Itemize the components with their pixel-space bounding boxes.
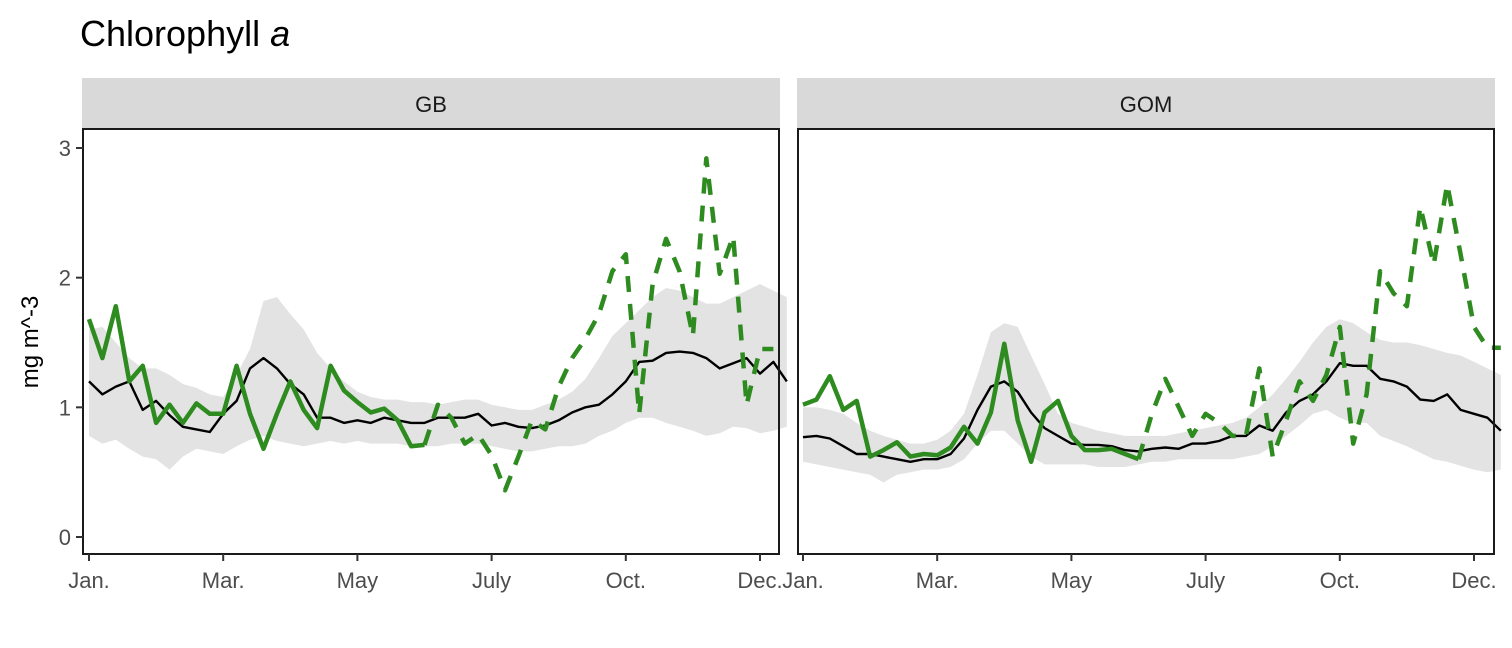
panel-gb: GB Jan. Mar. May July Oct. Dec. 0 1 2 3 — [59, 78, 788, 593]
x-tick-label: May — [337, 568, 379, 593]
x-tick-label: Jan. — [782, 568, 824, 593]
observed-dashed-line-gb — [422, 156, 774, 493]
x-tick-label: Jan. — [68, 568, 110, 593]
x-tick-label: Dec. — [737, 568, 782, 593]
panel-gb-y-axis: 0 1 2 3 — [59, 136, 83, 550]
panel-gb-marks — [86, 156, 788, 493]
ribbon-gom — [803, 319, 1501, 483]
y-tick-label: 3 — [59, 136, 71, 161]
chart-title-text: Chlorophyll — [80, 13, 260, 54]
x-tick-label: Oct. — [1320, 568, 1360, 593]
panel-gom-x-axis: Jan. Mar. May July Oct. Dec. — [782, 554, 1497, 593]
x-tick-label: July — [472, 568, 511, 593]
panel-gb-border — [82, 128, 780, 555]
panel-gb-x-axis: Jan. Mar. May July Oct. Dec. — [68, 554, 783, 593]
observed-line-gb — [86, 303, 425, 452]
chart-title: Chlorophyll a — [80, 13, 290, 54]
x-tick-label: July — [1186, 568, 1225, 593]
strip-gom — [797, 78, 1495, 128]
y-axis-title: mg m^-3 — [17, 296, 44, 389]
x-tick-label: Mar. — [916, 568, 959, 593]
observed-line-gom — [802, 341, 1140, 465]
mean-line-gom — [802, 362, 1502, 463]
panel-gom-marks — [802, 182, 1502, 483]
x-tick-label: May — [1051, 568, 1093, 593]
y-tick-label: 0 — [59, 525, 71, 550]
x-tick-label: Mar. — [202, 568, 245, 593]
ribbon-gb — [89, 284, 787, 470]
strip-label-gb: GB — [415, 92, 447, 117]
strip-gb — [82, 78, 780, 128]
mean-line-gb — [88, 350, 788, 434]
panel-gom-border — [797, 128, 1495, 555]
y-tick-label: 1 — [59, 395, 71, 420]
y-tick-label: 2 — [59, 266, 71, 291]
x-tick-label: Oct. — [606, 568, 646, 593]
chart-title-italic: a — [270, 13, 290, 54]
x-tick-label: Dec. — [1451, 568, 1496, 593]
strip-label-gom: GOM — [1120, 92, 1173, 117]
observed-dashed-line-gom — [1136, 182, 1501, 460]
panel-gom: GOM Jan. Mar. May July Oct. Dec. — [782, 78, 1502, 593]
